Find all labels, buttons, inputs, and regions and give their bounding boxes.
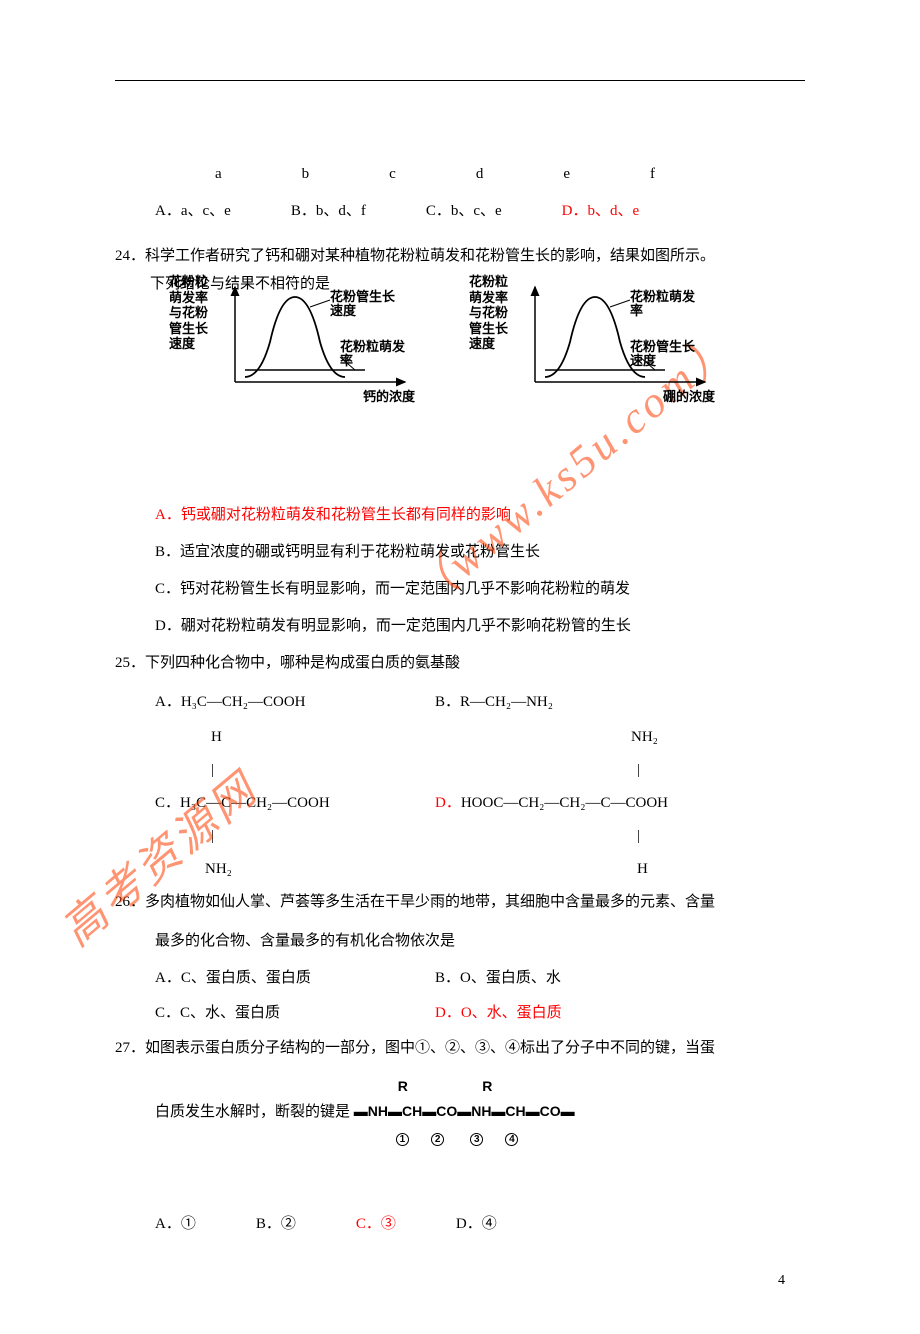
q25-row-cd-bar2: | |	[115, 823, 805, 850]
q24-note: 下列结论与结果不相符的是	[150, 271, 330, 298]
label-b: b	[302, 161, 310, 188]
q26-row-cd: C．C、水、蛋白质 D．O、水、蛋白质	[115, 1000, 805, 1027]
q26-stem-l2: 最多的化合物、含量最多的有机化合物依次是	[115, 928, 805, 955]
chart-right-annot-top: 花粉粒萌发率	[630, 290, 705, 319]
q27-opt-a: A．①	[155, 1211, 196, 1238]
q27-opt-c: C．③	[356, 1211, 396, 1238]
q25-row-cd-bar1: | |	[115, 757, 805, 784]
q27-stem-l2: 白质发生水解时，断裂的键是 R R ▬NH▬CH▬CO▬NH▬CH▬CO▬ 1 …	[115, 1074, 805, 1151]
label-c: c	[389, 161, 396, 188]
page-container: （www.ks5u.com） 高考资源网 a b c d e f A．a、c、e…	[0, 0, 920, 1334]
q25-row-cd-top: H NH₂	[115, 724, 805, 751]
q24-charts: 花粉粒 萌发率 与花粉 管生长 速度 下列结论与结果不相符的是 花粉管生长速度 …	[115, 282, 805, 402]
q26-opt-d: D．O、水、蛋白质	[435, 1000, 805, 1027]
q25-num: 25．	[115, 655, 145, 671]
q26-opt-c: C．C、水、蛋白质	[155, 1000, 435, 1027]
q24-opt-d: D．硼对花粉粒萌发有明显影响，而一定范围内几乎不影响花粉管的生长	[115, 613, 805, 640]
q25-a-label: A．	[155, 694, 181, 710]
q26-row-ab: A．C、蛋白质、蛋白质 B．O、蛋白质、水	[115, 965, 805, 992]
chart-calcium: 花粉粒 萌发率 与花粉 管生长 速度 下列结论与结果不相符的是 花粉管生长速度 …	[175, 282, 405, 402]
q23-opt-b: B．b、d、f	[291, 198, 366, 225]
q25-stem: 25．下列四种化合物中，哪种是构成蛋白质的氨基酸	[115, 650, 805, 677]
chart-left-xlabel: 钙的浓度	[363, 385, 415, 408]
q25-c-bot: NH₂	[205, 861, 232, 877]
label-a: a	[215, 161, 222, 188]
header-rule	[115, 80, 805, 81]
q23-opt-a: A．a、c、e	[155, 198, 231, 225]
q23-labels: a b c d e f	[115, 161, 805, 188]
chart-right-xlabel: 硼的浓度	[663, 385, 715, 408]
q24-opt-a: A．钙或硼对花粉粒萌发和花粉管生长都有同样的影响	[115, 502, 805, 529]
q23-options: A．a、c、e B．b、d、f C．b、c、e D．b、d、e	[115, 198, 805, 225]
q24-opt-b: B．适宜浓度的硼或钙明显有利于花粉粒萌发或花粉管生长	[115, 539, 805, 566]
q24-opt-c: C．钙对花粉管生长有明显影响，而一定范围内几乎不影响花粉粒的萌发	[115, 576, 805, 603]
label-f: f	[650, 161, 655, 188]
label-d: d	[476, 161, 484, 188]
page-number: 4	[115, 1268, 805, 1293]
q27-peptide-diagram: R R ▬NH▬CH▬CO▬NH▬CH▬CO▬ 1 2 3 4	[354, 1074, 575, 1151]
q24-num: 24．	[115, 248, 145, 264]
chart-left-annot-top: 花粉管生长速度	[330, 290, 405, 319]
q25-d-mid: HOOC—CH₂—CH₂—C—COOH	[461, 795, 668, 811]
q25-d-top: NH₂	[631, 729, 658, 745]
chart-left-annot-bot: 花粉粒萌发率	[340, 340, 405, 369]
q27-opt-b: B．②	[256, 1211, 296, 1238]
q25-text: 下列四种化合物中，哪种是构成蛋白质的氨基酸	[145, 655, 460, 671]
q26-opt-b: B．O、蛋白质、水	[435, 965, 805, 992]
q27-num: 27．	[115, 1040, 145, 1056]
q24-stem: 24．科学工作者研究了钙和硼对某种植物花粉粒萌发和花粉管生长的影响，结果如图所示…	[115, 243, 805, 270]
q23-opt-c: C．b、c、e	[426, 198, 502, 225]
q26-opt-a: A．C、蛋白质、蛋白质	[155, 965, 435, 992]
q23-opt-d: D．b、d、e	[562, 198, 640, 225]
q26-num: 26．	[115, 894, 145, 910]
q25-row-cd-mid: C．H₃C—C—CH₂—COOH D．HOOC—CH₂—CH₂—C—COOH	[115, 790, 805, 817]
q27-opt-d: D．④	[456, 1211, 497, 1238]
q24-text: 科学工作者研究了钙和硼对某种植物花粉粒萌发和花粉管生长的影响，结果如图所示。	[145, 248, 715, 264]
q25-d-label: D．	[435, 795, 461, 811]
label-e: e	[563, 161, 570, 188]
chart-boron: 花粉粒 萌发率 与花粉 管生长 速度 花粉粒萌发率 花粉管生长速度 硼的浓度	[475, 282, 705, 402]
chart-right-ylabel: 花粉粒 萌发率 与花粉 管生长 速度	[469, 274, 539, 352]
q25-c-mid: H₃C—C—CH₂—COOH	[180, 795, 330, 811]
q26-stem-l1: 26．多肉植物如仙人掌、芦荟等多生活在干旱少雨的地带，其细胞中含量最多的元素、含…	[115, 889, 805, 916]
q27-stem-l1: 27．如图表示蛋白质分子结构的一部分，图中①、②、③、④标出了分子中不同的键，当…	[115, 1035, 805, 1062]
q27-options: A．① B．② C．③ D．④	[115, 1211, 805, 1238]
q25-c-label: C．	[155, 795, 180, 811]
q25-row-cd-bot: NH₂ H	[115, 856, 805, 883]
q25-b-label: B．	[435, 694, 460, 710]
q25-b-formula: R—CH₂—NH₂	[460, 694, 553, 710]
q25-a-formula: H₃C—CH₂—COOH	[181, 694, 306, 710]
q25-row-ab: A．H₃C—CH₂—COOH B．R—CH₂—NH₂	[115, 689, 805, 716]
q25-c-top: H	[211, 729, 222, 745]
q25-d-bot: H	[637, 861, 648, 877]
chart-right-annot-bot: 花粉管生长速度	[630, 340, 705, 369]
